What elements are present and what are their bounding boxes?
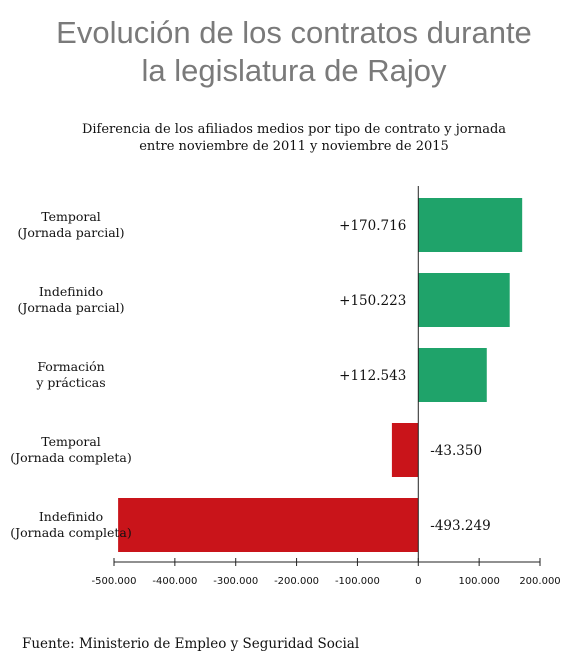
category-label-4-1: (Jornada completa) <box>10 525 131 540</box>
category-label-0-0: Temporal <box>41 209 101 224</box>
value-label-4: -493.249 <box>430 518 490 534</box>
chart-title: Evolución de los contratos durante la le… <box>0 14 588 90</box>
x-tick-label-2: -300.000 <box>213 576 258 587</box>
x-tick-label-7: 200.000 <box>519 576 560 587</box>
bar-1 <box>418 273 510 327</box>
category-label-3-1: (Jornada completa) <box>10 450 131 465</box>
x-tick-label-6: 100.000 <box>458 576 499 587</box>
value-label-3: -43.350 <box>430 443 482 459</box>
bar-3 <box>391 423 419 477</box>
chart-title-line1: Evolución de los contratos durante <box>56 15 532 50</box>
chart-subtitle: Diferencia de los afiliados medios por t… <box>0 121 588 155</box>
bar-4 <box>118 498 419 552</box>
chart-subtitle-line1: Diferencia de los afiliados medios por t… <box>81 122 507 137</box>
x-tick-label-4: -100.000 <box>335 576 380 587</box>
x-tick-label-0: -500.000 <box>92 576 137 587</box>
category-label-2-0: Formación <box>37 359 104 374</box>
chart-title-line2: la legislatura de Rajoy <box>141 53 447 88</box>
category-label-2-1: y prácticas <box>35 375 105 390</box>
value-label-0: +170.716 <box>339 218 406 234</box>
x-tick-label-1: -400.000 <box>152 576 197 587</box>
bar-2 <box>418 348 487 402</box>
x-tick-label-3: -200.000 <box>274 576 319 587</box>
category-label-4-0: Indefinido <box>39 509 103 524</box>
x-tick-label-5: 0 <box>415 576 421 587</box>
bar-0 <box>418 198 523 252</box>
category-label-1-1: (Jornada parcial) <box>17 300 124 315</box>
category-label-3-0: Temporal <box>41 434 101 449</box>
category-label-1-0: Indefinido <box>39 284 103 299</box>
chart-subtitle-line2: entre noviembre de 2011 y noviembre de 2… <box>139 139 449 154</box>
category-label-0-1: (Jornada parcial) <box>17 225 124 240</box>
source-note: Fuente: Ministerio de Empleo y Seguridad… <box>22 636 360 652</box>
value-label-1: +150.223 <box>339 293 406 309</box>
value-label-2: +112.543 <box>339 368 406 384</box>
